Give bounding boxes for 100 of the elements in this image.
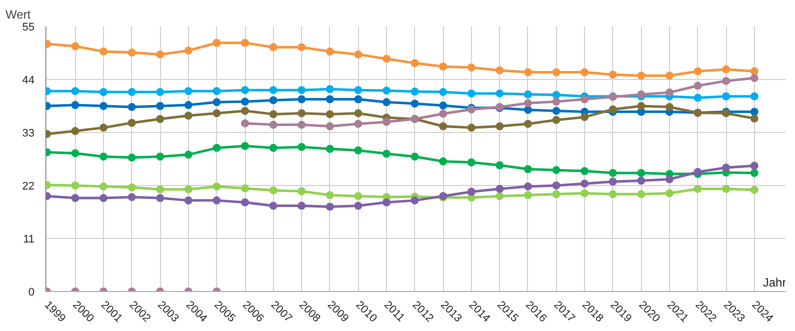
point xyxy=(71,127,80,136)
point xyxy=(750,114,758,123)
point xyxy=(382,54,390,63)
point xyxy=(212,38,221,47)
point xyxy=(750,108,758,116)
point xyxy=(71,42,80,50)
point xyxy=(298,95,306,104)
point xyxy=(184,46,192,55)
point xyxy=(156,102,164,110)
point xyxy=(439,88,448,96)
point xyxy=(722,65,730,74)
point xyxy=(608,105,617,114)
point xyxy=(608,190,617,198)
point xyxy=(637,102,646,110)
point xyxy=(71,87,80,96)
point xyxy=(298,187,306,196)
point xyxy=(439,62,448,70)
point xyxy=(326,85,334,94)
point xyxy=(410,88,419,96)
point xyxy=(241,38,250,47)
point xyxy=(552,98,560,106)
point xyxy=(128,48,136,57)
point xyxy=(552,190,560,198)
point xyxy=(212,144,221,152)
point xyxy=(467,124,476,132)
point xyxy=(354,86,362,94)
point xyxy=(156,185,164,194)
point xyxy=(71,194,80,202)
point xyxy=(750,186,758,194)
y-tick-label: 33 xyxy=(22,128,35,140)
point xyxy=(184,87,192,96)
point xyxy=(269,120,278,129)
point xyxy=(156,88,164,96)
point xyxy=(722,164,730,172)
point xyxy=(100,182,108,190)
point xyxy=(326,95,334,104)
point xyxy=(156,152,164,161)
point xyxy=(467,188,476,196)
point xyxy=(269,96,278,104)
point xyxy=(496,122,504,130)
point xyxy=(580,180,589,188)
point xyxy=(694,67,702,76)
point xyxy=(750,162,758,170)
point xyxy=(467,158,476,166)
point xyxy=(241,86,250,94)
point xyxy=(184,185,192,194)
point xyxy=(269,86,278,94)
point xyxy=(354,146,362,154)
point xyxy=(298,120,306,129)
point xyxy=(100,102,108,110)
point xyxy=(439,122,448,130)
point xyxy=(467,89,476,98)
point xyxy=(100,88,108,96)
point xyxy=(552,90,560,99)
point xyxy=(637,190,646,198)
point xyxy=(100,124,108,132)
point xyxy=(354,120,362,128)
point xyxy=(128,183,136,192)
point xyxy=(269,202,278,210)
point xyxy=(212,98,221,106)
point xyxy=(496,161,504,170)
point xyxy=(750,74,758,82)
point xyxy=(722,92,730,100)
point xyxy=(326,122,334,130)
point xyxy=(637,168,646,177)
point xyxy=(382,86,390,95)
point xyxy=(298,43,306,52)
point xyxy=(71,101,80,110)
point xyxy=(665,189,674,198)
point xyxy=(298,202,306,210)
point xyxy=(552,106,560,115)
point xyxy=(212,182,221,190)
point xyxy=(665,72,674,80)
point xyxy=(410,152,419,161)
point xyxy=(212,87,221,96)
point xyxy=(156,50,164,58)
point xyxy=(298,109,306,118)
point xyxy=(580,113,589,122)
point xyxy=(241,142,250,150)
point xyxy=(524,90,532,98)
y-tick-label: 44 xyxy=(22,74,35,86)
y-tick-label: 22 xyxy=(22,180,35,192)
point xyxy=(128,193,136,202)
point xyxy=(326,202,334,211)
point xyxy=(496,184,504,193)
point xyxy=(354,95,362,104)
y-tick-label: 55 xyxy=(22,22,35,34)
point xyxy=(552,68,560,76)
point xyxy=(382,98,390,106)
point xyxy=(354,192,362,200)
point xyxy=(269,186,278,194)
point xyxy=(241,98,250,106)
point xyxy=(608,178,617,186)
point xyxy=(298,86,306,94)
point xyxy=(156,115,164,123)
point xyxy=(552,116,560,124)
point xyxy=(326,144,334,153)
point xyxy=(354,202,362,210)
point xyxy=(694,184,702,193)
point xyxy=(608,70,617,79)
